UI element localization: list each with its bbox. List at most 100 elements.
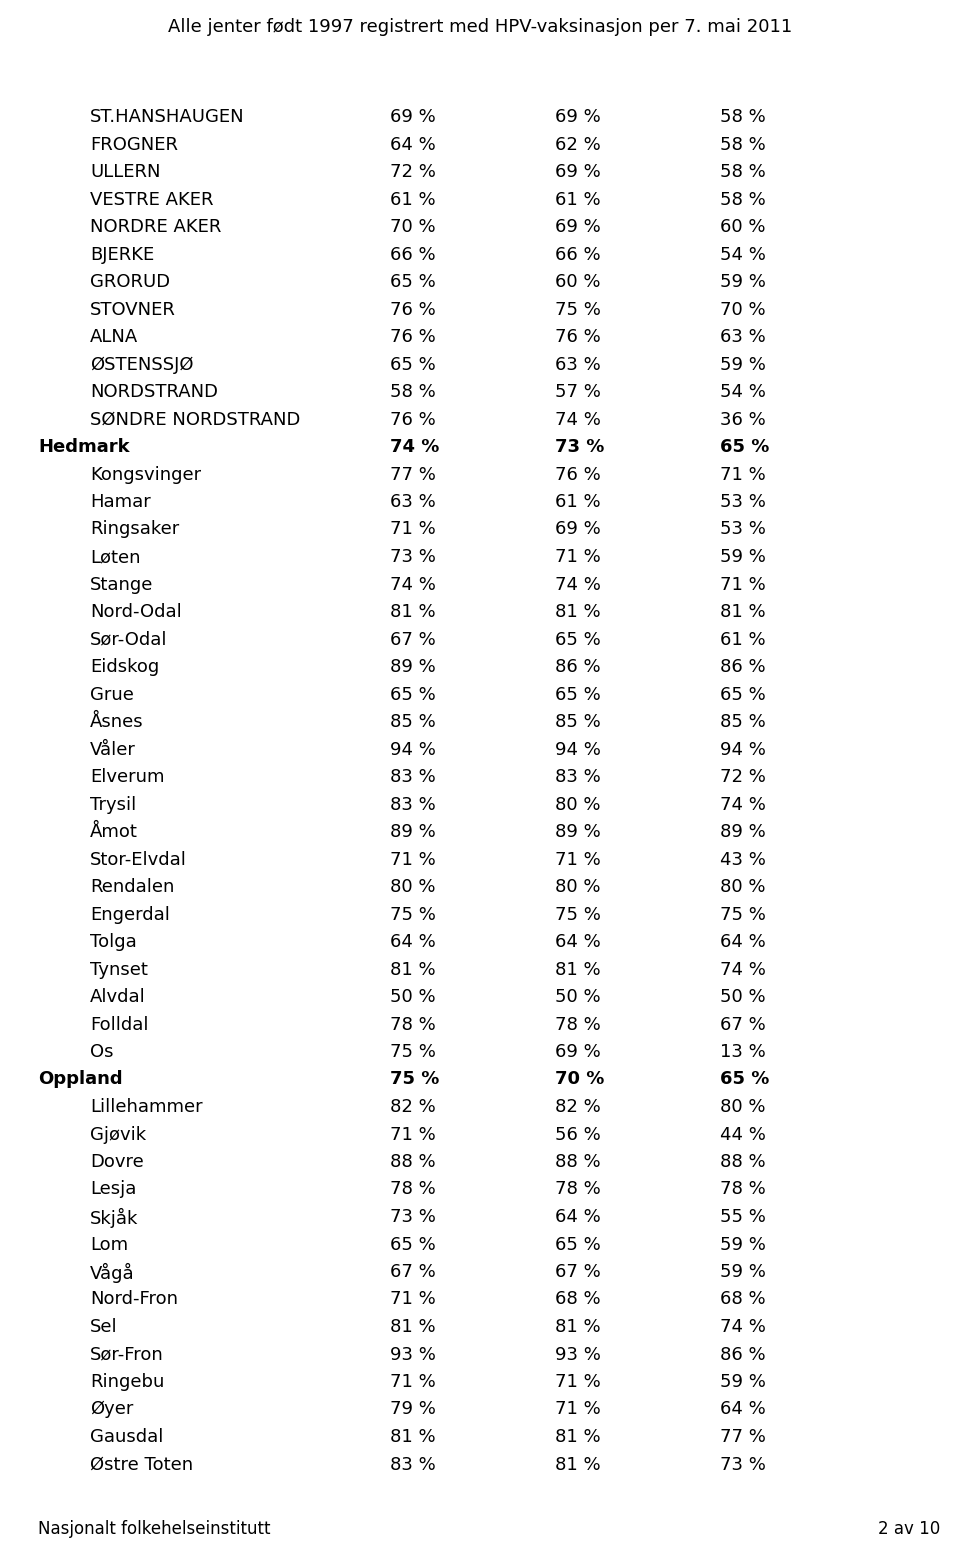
Text: 67 %: 67 % bbox=[720, 1016, 766, 1033]
Text: Eidskog: Eidskog bbox=[90, 658, 159, 675]
Text: 58 %: 58 % bbox=[390, 383, 436, 401]
Text: Lillehammer: Lillehammer bbox=[90, 1098, 203, 1115]
Text: 74 %: 74 % bbox=[555, 410, 601, 429]
Text: 58 %: 58 % bbox=[720, 191, 766, 209]
Text: 63 %: 63 % bbox=[720, 328, 766, 345]
Text: 76 %: 76 % bbox=[555, 328, 601, 345]
Text: 67 %: 67 % bbox=[390, 630, 436, 649]
Text: 64 %: 64 % bbox=[555, 932, 601, 951]
Text: 64 %: 64 % bbox=[555, 1208, 601, 1225]
Text: 78 %: 78 % bbox=[390, 1180, 436, 1199]
Text: 73 %: 73 % bbox=[720, 1456, 766, 1473]
Text: 71 %: 71 % bbox=[390, 850, 436, 869]
Text: 78 %: 78 % bbox=[720, 1180, 766, 1199]
Text: 67 %: 67 % bbox=[390, 1262, 436, 1281]
Text: Elverum: Elverum bbox=[90, 768, 164, 785]
Text: 74 %: 74 % bbox=[720, 796, 766, 813]
Text: Stor-Elvdal: Stor-Elvdal bbox=[90, 850, 187, 869]
Text: ULLERN: ULLERN bbox=[90, 163, 160, 181]
Text: 65 %: 65 % bbox=[390, 1236, 436, 1253]
Text: 94 %: 94 % bbox=[390, 740, 436, 759]
Text: NORDSTRAND: NORDSTRAND bbox=[90, 383, 218, 401]
Text: 71 %: 71 % bbox=[555, 548, 601, 565]
Text: 80 %: 80 % bbox=[390, 878, 436, 895]
Text: 74 %: 74 % bbox=[720, 1318, 766, 1335]
Text: 94 %: 94 % bbox=[555, 740, 601, 759]
Text: 85 %: 85 % bbox=[720, 713, 766, 731]
Text: Sør-Odal: Sør-Odal bbox=[90, 630, 167, 649]
Text: Hedmark: Hedmark bbox=[38, 438, 130, 455]
Text: 88 %: 88 % bbox=[390, 1152, 436, 1171]
Text: 53 %: 53 % bbox=[720, 520, 766, 539]
Text: Alle jenter født 1997 registrert med HPV-vaksinasjon per 7. mai 2011: Alle jenter født 1997 registrert med HPV… bbox=[168, 19, 792, 36]
Text: 58 %: 58 % bbox=[720, 163, 766, 181]
Text: 81 %: 81 % bbox=[720, 603, 766, 621]
Text: 65 %: 65 % bbox=[390, 686, 436, 703]
Text: 76 %: 76 % bbox=[390, 410, 436, 429]
Text: 71 %: 71 % bbox=[720, 466, 766, 483]
Text: 83 %: 83 % bbox=[390, 796, 436, 813]
Text: 68 %: 68 % bbox=[720, 1290, 766, 1309]
Text: Tolga: Tolga bbox=[90, 932, 136, 951]
Text: 58 %: 58 % bbox=[720, 108, 766, 125]
Text: 73 %: 73 % bbox=[555, 438, 605, 455]
Text: Våler: Våler bbox=[90, 740, 136, 759]
Text: 81 %: 81 % bbox=[555, 960, 601, 979]
Text: 43 %: 43 % bbox=[720, 850, 766, 869]
Text: 80 %: 80 % bbox=[555, 796, 601, 813]
Text: Nord-Odal: Nord-Odal bbox=[90, 603, 181, 621]
Text: Grue: Grue bbox=[90, 686, 133, 703]
Text: STOVNER: STOVNER bbox=[90, 301, 176, 319]
Text: NORDRE AKER: NORDRE AKER bbox=[90, 218, 222, 235]
Text: 69 %: 69 % bbox=[555, 163, 601, 181]
Text: 69 %: 69 % bbox=[555, 520, 601, 539]
Text: 64 %: 64 % bbox=[390, 135, 436, 153]
Text: Åmot: Åmot bbox=[90, 823, 138, 841]
Text: 59 %: 59 % bbox=[720, 1262, 766, 1281]
Text: 50 %: 50 % bbox=[390, 988, 436, 1005]
Text: 81 %: 81 % bbox=[390, 1318, 436, 1335]
Text: 60 %: 60 % bbox=[555, 273, 601, 291]
Text: FROGNER: FROGNER bbox=[90, 135, 178, 153]
Text: 61 %: 61 % bbox=[555, 493, 601, 511]
Text: Folldal: Folldal bbox=[90, 1016, 149, 1033]
Text: 74 %: 74 % bbox=[555, 576, 601, 593]
Text: 73 %: 73 % bbox=[390, 1208, 436, 1225]
Text: 89 %: 89 % bbox=[390, 658, 436, 675]
Text: 59 %: 59 % bbox=[720, 548, 766, 565]
Text: 63 %: 63 % bbox=[390, 493, 436, 511]
Text: 36 %: 36 % bbox=[720, 410, 766, 429]
Text: 65 %: 65 % bbox=[720, 1070, 769, 1089]
Text: Nasjonalt folkehelseinstitutt: Nasjonalt folkehelseinstitutt bbox=[38, 1520, 271, 1538]
Text: 68 %: 68 % bbox=[555, 1290, 601, 1309]
Text: 63 %: 63 % bbox=[555, 356, 601, 373]
Text: 70 %: 70 % bbox=[390, 218, 436, 235]
Text: 82 %: 82 % bbox=[555, 1098, 601, 1115]
Text: 71 %: 71 % bbox=[720, 576, 766, 593]
Text: 65 %: 65 % bbox=[390, 356, 436, 373]
Text: 69 %: 69 % bbox=[390, 108, 436, 125]
Text: 56 %: 56 % bbox=[555, 1126, 601, 1143]
Text: 75 %: 75 % bbox=[390, 1042, 436, 1061]
Text: 71 %: 71 % bbox=[555, 1400, 601, 1419]
Text: 76 %: 76 % bbox=[555, 466, 601, 483]
Text: Kongsvinger: Kongsvinger bbox=[90, 466, 202, 483]
Text: 78 %: 78 % bbox=[555, 1180, 601, 1199]
Text: 81 %: 81 % bbox=[555, 603, 601, 621]
Text: 65 %: 65 % bbox=[720, 438, 769, 455]
Text: 50 %: 50 % bbox=[720, 988, 766, 1005]
Text: 71 %: 71 % bbox=[390, 1290, 436, 1309]
Text: 50 %: 50 % bbox=[555, 988, 601, 1005]
Text: 75 %: 75 % bbox=[555, 906, 601, 923]
Text: 57 %: 57 % bbox=[555, 383, 601, 401]
Text: Gjøvik: Gjøvik bbox=[90, 1126, 146, 1143]
Text: 71 %: 71 % bbox=[555, 850, 601, 869]
Text: 76 %: 76 % bbox=[390, 301, 436, 319]
Text: 83 %: 83 % bbox=[555, 768, 601, 785]
Text: 64 %: 64 % bbox=[390, 932, 436, 951]
Text: Vågå: Vågå bbox=[90, 1262, 134, 1283]
Text: 78 %: 78 % bbox=[390, 1016, 436, 1033]
Text: 70 %: 70 % bbox=[555, 1070, 605, 1089]
Text: 60 %: 60 % bbox=[720, 218, 765, 235]
Text: 82 %: 82 % bbox=[390, 1098, 436, 1115]
